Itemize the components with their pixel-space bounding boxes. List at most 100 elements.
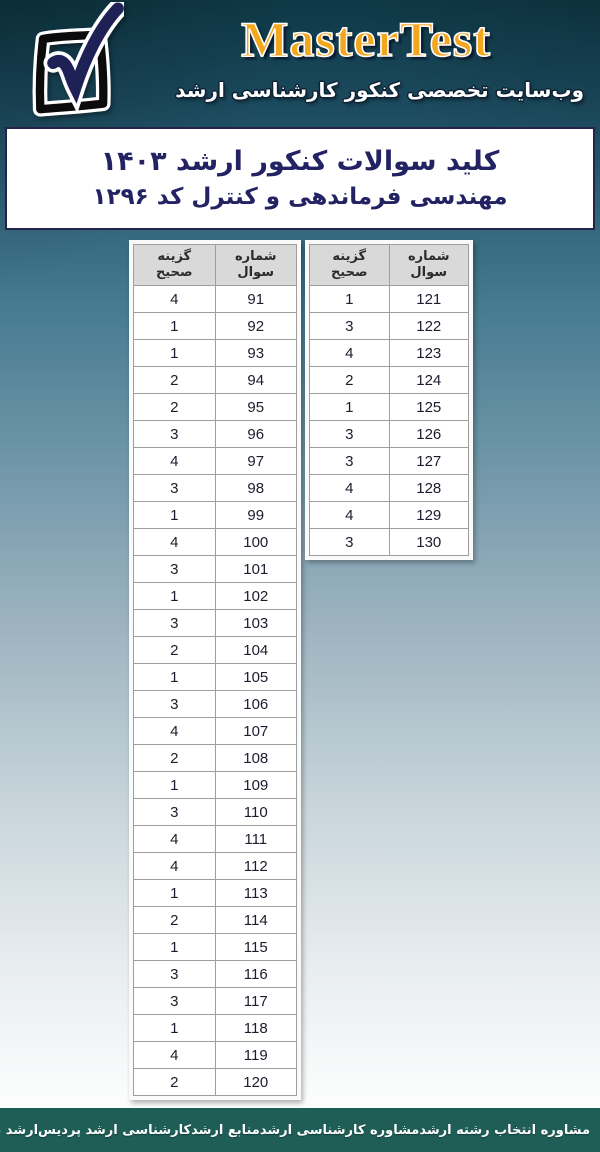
question-number-cell: 103 xyxy=(214,609,297,637)
table-row: 104 2 xyxy=(133,636,297,664)
correct-option-cell: 1 xyxy=(133,501,216,529)
answer-table-121-130: شماره سوال گزینه صحیح 121 1 122 3 123 4 124 2 125 1… xyxy=(305,240,473,560)
correct-option-cell: 1 xyxy=(133,312,216,340)
question-number-cell: 97 xyxy=(214,447,297,475)
question-number-cell: 108 xyxy=(214,744,297,772)
column-header: شماره سوال xyxy=(214,244,297,286)
question-number-cell: 116 xyxy=(214,960,297,988)
correct-option-cell: 3 xyxy=(133,474,216,502)
table-row: 117 3 xyxy=(133,987,297,1015)
logo-checkbox-checkmark-icon[interactable] xyxy=(12,0,128,124)
question-number-cell: 117 xyxy=(214,987,297,1015)
table-row: 108 2 xyxy=(133,744,297,772)
column-header: گزینه صحیح xyxy=(133,244,216,286)
table-row: 100 4 xyxy=(133,528,297,556)
question-number-cell: 119 xyxy=(214,1041,297,1069)
table-row: 115 1 xyxy=(133,933,297,961)
question-number-cell: 127 xyxy=(388,447,469,475)
correct-option-cell: 3 xyxy=(133,798,216,826)
question-number-cell: 109 xyxy=(214,771,297,799)
footer-link[interactable]: کارشناسی ارشد پردیس xyxy=(38,1122,192,1138)
question-number-cell: 112 xyxy=(214,852,297,880)
answer-table-91-120: شماره سوال گزینه صحیح 91 4 92 1 93 1 94 2 95 2 96 3 97… xyxy=(129,240,301,1100)
footer-nav: مشاوره انتخاب رشته ارشد مشاوره کارشناسی ا… xyxy=(0,1108,600,1152)
correct-option-cell: 1 xyxy=(309,285,390,313)
table-row: 114 2 xyxy=(133,906,297,934)
correct-option-cell: 4 xyxy=(133,825,216,853)
question-number-cell: 122 xyxy=(388,312,469,340)
table-row: 118 1 xyxy=(133,1014,297,1042)
correct-option-cell: 1 xyxy=(309,393,390,421)
table-row: 119 4 xyxy=(133,1041,297,1069)
question-number-cell: 107 xyxy=(214,717,297,745)
correct-option-cell: 3 xyxy=(309,312,390,340)
correct-option-cell: 1 xyxy=(133,1014,216,1042)
table-row: 127 3 xyxy=(309,447,469,475)
question-number-cell: 110 xyxy=(214,798,297,826)
table-row: 99 1 xyxy=(133,501,297,529)
correct-option-cell: 3 xyxy=(133,609,216,637)
footer-link[interactable]: ارشد بدون کنکور xyxy=(0,1122,39,1138)
table-row: 126 3 xyxy=(309,420,469,448)
correct-option-cell: 3 xyxy=(133,690,216,718)
correct-option-cell: 3 xyxy=(133,960,216,988)
correct-option-cell: 3 xyxy=(309,528,390,556)
correct-option-cell: 4 xyxy=(133,852,216,880)
question-number-cell: 91 xyxy=(214,285,297,313)
question-number-cell: 93 xyxy=(214,339,297,367)
exam-key-subject: مهندسی فرماندهی و کنترل کد ۱۲۹۶ xyxy=(92,184,508,210)
correct-option-cell: 3 xyxy=(133,987,216,1015)
correct-option-cell: 2 xyxy=(133,636,216,664)
correct-option-cell: 4 xyxy=(133,1041,216,1069)
table-row: 106 3 xyxy=(133,690,297,718)
correct-option-cell: 4 xyxy=(133,285,216,313)
correct-option-cell: 3 xyxy=(133,420,216,448)
table-row: 107 4 xyxy=(133,717,297,745)
table-row: 120 2 xyxy=(133,1068,297,1096)
correct-option-cell: 1 xyxy=(133,771,216,799)
brand-title[interactable]: MasterTest xyxy=(240,10,491,68)
question-number-cell: 101 xyxy=(214,555,297,583)
question-number-cell: 98 xyxy=(214,474,297,502)
correct-option-cell: 1 xyxy=(133,933,216,961)
correct-option-cell: 1 xyxy=(133,879,216,907)
column-header: گزینه صحیح xyxy=(309,244,390,286)
table-row: 93 1 xyxy=(133,339,297,367)
answer-table: شماره سوال گزینه صحیح 91 4 92 1 93 1 94 2 95 2 96 3 97… xyxy=(133,244,297,1096)
table-row: 95 2 xyxy=(133,393,297,421)
exam-key-title: کلید سوالات کنکور ارشد ۱۴۰۳ xyxy=(100,146,500,177)
question-number-cell: 114 xyxy=(214,906,297,934)
table-row: 113 1 xyxy=(133,879,297,907)
table-row: 129 4 xyxy=(309,501,469,529)
correct-option-cell: 4 xyxy=(309,501,390,529)
correct-option-cell: 3 xyxy=(309,420,390,448)
table-row: 91 4 xyxy=(133,285,297,313)
correct-option-cell: 1 xyxy=(133,339,216,367)
footer-link[interactable]: مشاوره انتخاب رشته ارشد xyxy=(419,1122,590,1138)
question-number-cell: 102 xyxy=(214,582,297,610)
question-number-cell: 111 xyxy=(214,825,297,853)
table-row: 116 3 xyxy=(133,960,297,988)
exam-key-title-box: کلید سوالات کنکور ارشد ۱۴۰۳ مهندسی فرمان… xyxy=(5,127,595,230)
table-row: 109 1 xyxy=(133,771,297,799)
table-row: 101 3 xyxy=(133,555,297,583)
table-row: 103 3 xyxy=(133,609,297,637)
question-number-cell: 95 xyxy=(214,393,297,421)
question-number-cell: 125 xyxy=(388,393,469,421)
table-row: 98 3 xyxy=(133,474,297,502)
table-row: 94 2 xyxy=(133,366,297,394)
table-row: 105 1 xyxy=(133,663,297,691)
correct-option-cell: 4 xyxy=(133,528,216,556)
question-number-cell: 126 xyxy=(388,420,469,448)
column-header: شماره سوال xyxy=(388,244,469,286)
question-number-cell: 106 xyxy=(214,690,297,718)
question-number-cell: 113 xyxy=(214,879,297,907)
question-number-cell: 100 xyxy=(214,528,297,556)
question-number-cell: 121 xyxy=(388,285,469,313)
question-number-cell: 129 xyxy=(388,501,469,529)
footer-link[interactable]: مشاوره کارشناسی ارشد xyxy=(259,1122,420,1138)
table-row: 102 1 xyxy=(133,582,297,610)
footer-link[interactable]: منابع ارشد xyxy=(191,1122,260,1138)
correct-option-cell: 2 xyxy=(309,366,390,394)
